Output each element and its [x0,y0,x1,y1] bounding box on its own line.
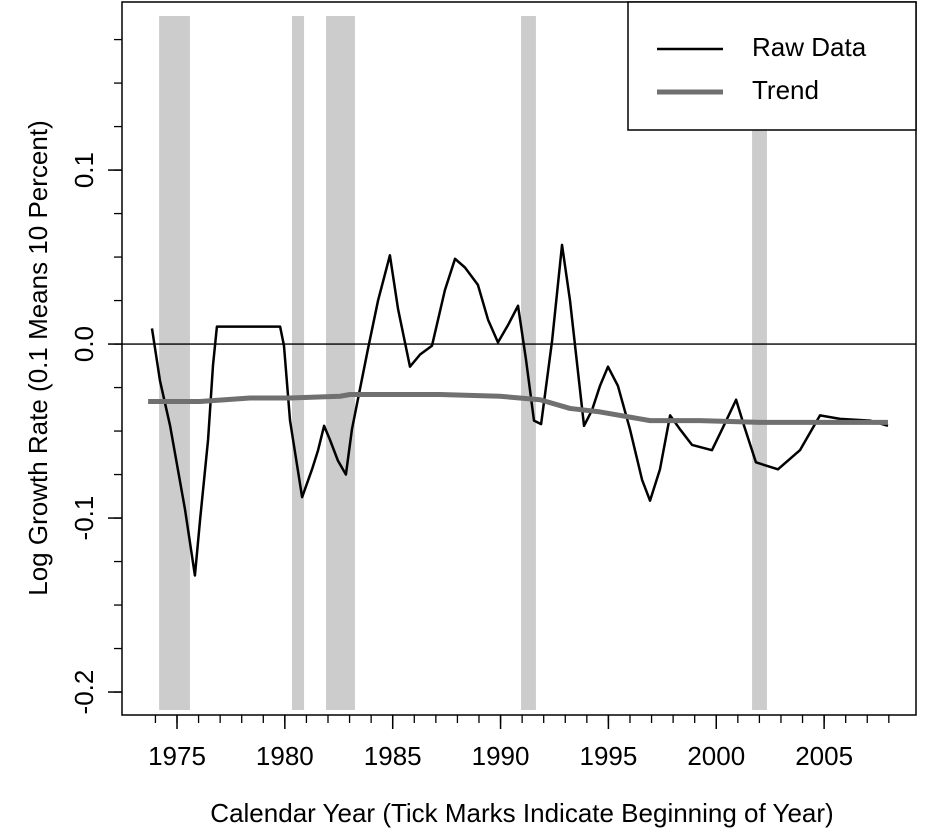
plot-frame [121,1,917,716]
shaded-period [521,16,536,710]
legend-label: Raw Data [752,32,867,62]
shaded-period [326,16,355,710]
x-axis-label: Calendar Year (Tick Marks Indicate Begin… [210,798,833,828]
legend-box [627,1,917,131]
x-tick-label: 1980 [256,741,314,771]
legend-label: Trend [752,75,819,105]
y-axis-label: Log Growth Rate (0.1 Means 10 Percent) [23,120,53,595]
x-tick-label: 2005 [795,741,853,771]
series-line [150,243,889,577]
y-tick-label: -0.2 [69,670,99,715]
legend: Raw Data Trend [627,1,917,131]
x-tick-label: 1990 [472,741,530,771]
series-line [148,392,888,425]
y-tick-label: 0.1 [69,152,99,188]
x-tick-label: 1985 [364,741,422,771]
x-tick-label: 1975 [148,741,206,771]
shaded-period [291,16,305,710]
shaded-period [159,16,190,710]
x-tick-label: 1995 [579,741,637,771]
shaded-period [752,16,767,710]
x-tick-label: 2000 [687,741,745,771]
y-tick-label: -0.1 [69,496,99,541]
y-tick-label: 0.0 [69,326,99,362]
